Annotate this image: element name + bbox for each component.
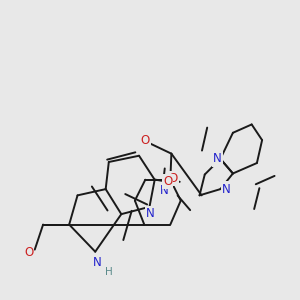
Text: H: H: [106, 267, 113, 277]
Text: O: O: [24, 246, 33, 259]
Text: O: O: [169, 172, 178, 185]
Text: N: N: [92, 256, 101, 269]
Text: N: N: [213, 152, 222, 165]
Text: N: N: [222, 183, 231, 196]
Text: O: O: [140, 134, 149, 147]
Text: N: N: [146, 207, 155, 220]
Text: O: O: [163, 175, 172, 188]
Text: N: N: [160, 184, 169, 197]
